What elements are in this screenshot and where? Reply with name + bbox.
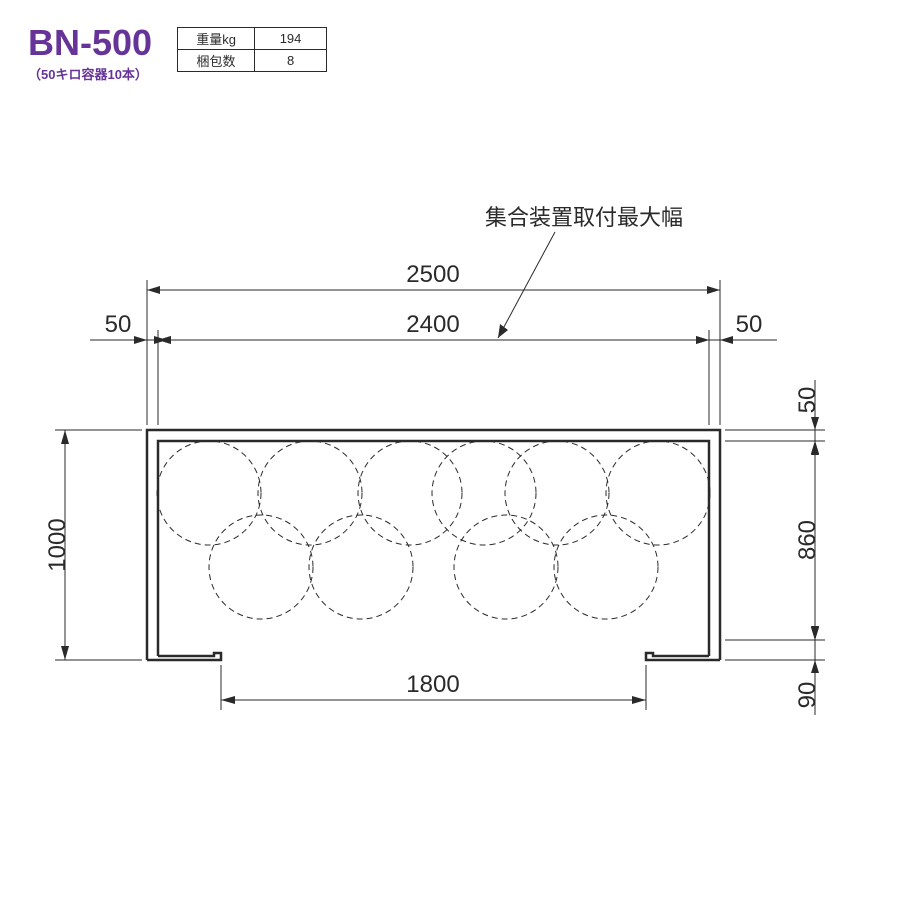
cylinder-circles bbox=[157, 441, 710, 619]
dim-90: 90 bbox=[794, 682, 821, 709]
dim-860: 860 bbox=[794, 520, 821, 560]
spec-value: 8 bbox=[255, 50, 327, 72]
technical-drawing: 2500 2400 50 50 集合装置取付最大幅 50 860 90 1000 bbox=[0, 0, 900, 900]
model-block: BN-500 （50キロ容器10本） bbox=[28, 25, 152, 83]
dim-50-r: 50 bbox=[736, 311, 763, 338]
dim-50-rt: 50 bbox=[794, 387, 821, 414]
dim-2500: 2500 bbox=[406, 261, 459, 288]
dim-50-l: 50 bbox=[105, 311, 132, 338]
model-subtitle: （50キロ容器10本） bbox=[28, 64, 152, 83]
header-block: BN-500 （50キロ容器10本） 重量kg 194 梱包数 8 bbox=[28, 25, 327, 83]
spec-table: 重量kg 194 梱包数 8 bbox=[177, 27, 327, 72]
dim-2400: 2400 bbox=[406, 311, 459, 338]
table-row: 梱包数 8 bbox=[178, 50, 327, 72]
spec-label: 重量kg bbox=[178, 28, 255, 50]
spec-value: 194 bbox=[255, 28, 327, 50]
dim-1000: 1000 bbox=[44, 518, 71, 571]
table-row: 重量kg 194 bbox=[178, 28, 327, 50]
model-name: BN-500 bbox=[28, 25, 152, 61]
note-max-width: 集合装置取付最大幅 bbox=[485, 205, 683, 230]
spec-label: 梱包数 bbox=[178, 50, 255, 72]
dim-1800: 1800 bbox=[406, 671, 459, 698]
